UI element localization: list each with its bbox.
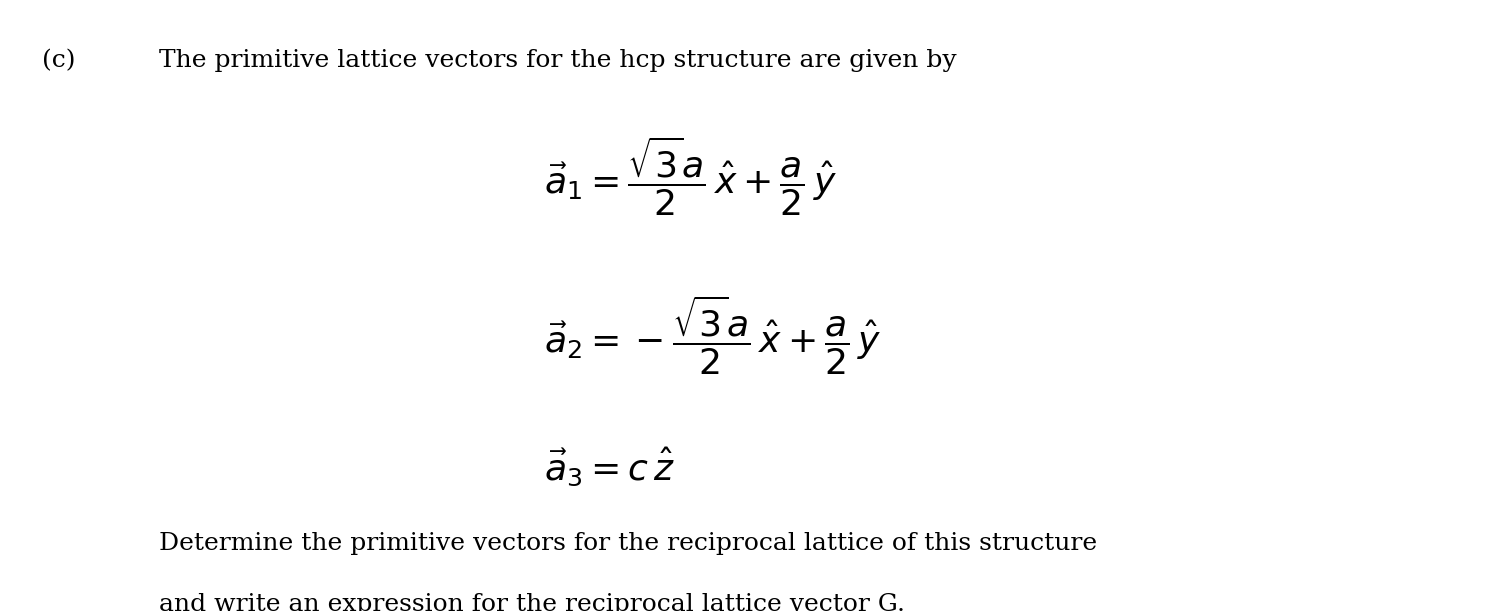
Text: $\vec{a}_1 = \dfrac{\sqrt{3}a}{2}\,\hat{x} + \dfrac{a}{2}\,\hat{y}$: $\vec{a}_1 = \dfrac{\sqrt{3}a}{2}\,\hat{… <box>544 134 837 218</box>
Text: (c): (c) <box>42 49 76 72</box>
Text: Determine the primitive vectors for the reciprocal lattice of this structure: Determine the primitive vectors for the … <box>159 532 1096 555</box>
Text: $\vec{a}_3 = c\,\hat{z}$: $\vec{a}_3 = c\,\hat{z}$ <box>544 446 675 488</box>
Text: and write an expression for the reciprocal lattice vector G.: and write an expression for the reciproc… <box>159 593 904 611</box>
Text: The primitive lattice vectors for the hcp structure are given by: The primitive lattice vectors for the hc… <box>159 49 956 72</box>
Text: $\vec{a}_2 = -\dfrac{\sqrt{3}a}{2}\,\hat{x} + \dfrac{a}{2}\,\hat{y}$: $\vec{a}_2 = -\dfrac{\sqrt{3}a}{2}\,\hat… <box>544 293 880 377</box>
